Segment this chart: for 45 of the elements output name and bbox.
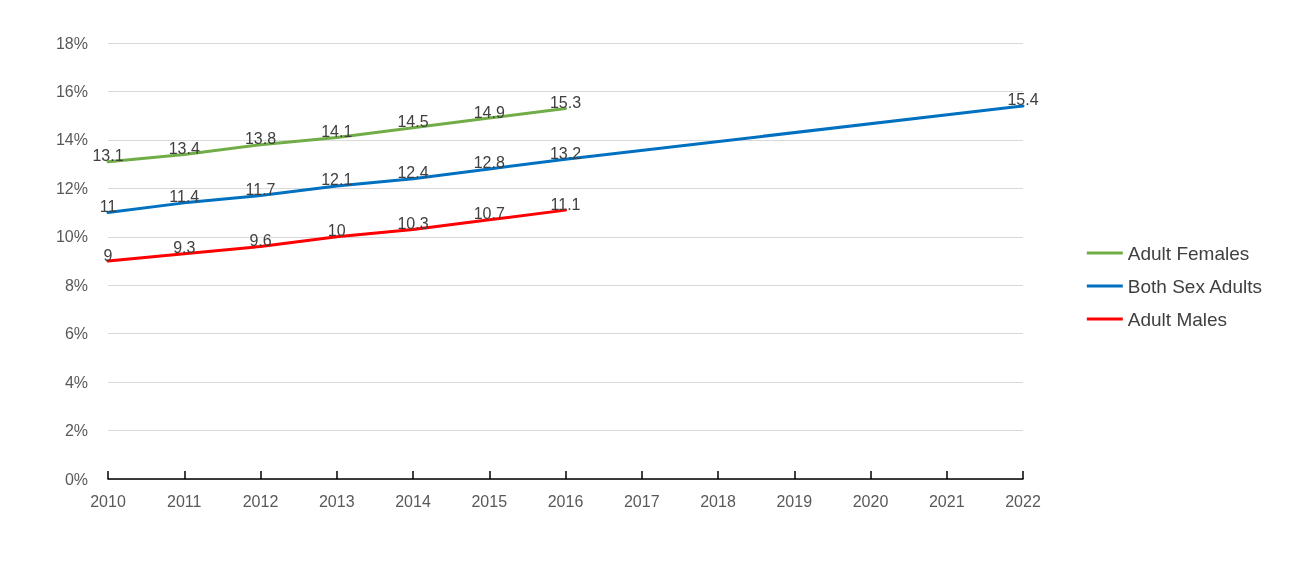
- x-tick-label: 2014: [395, 492, 431, 510]
- x-tick-label: 2015: [471, 492, 508, 510]
- data-label: 11.1: [550, 195, 581, 213]
- x-tick-label: 2021: [928, 492, 965, 510]
- data-label: 13.4: [168, 139, 200, 157]
- data-label: 15.3: [549, 93, 582, 111]
- data-label: 12.1: [321, 171, 353, 189]
- data-label: 15.4: [1007, 91, 1039, 109]
- legend-label: Adult Females: [1127, 242, 1250, 264]
- data-label: 13.2: [549, 144, 582, 162]
- y-tick-label: 16%: [55, 82, 88, 100]
- data-label: 12.4: [397, 164, 429, 182]
- y-tick-label: 10%: [55, 228, 88, 246]
- legend-label: Adult Males: [1127, 308, 1228, 330]
- data-label: 9.6: [249, 231, 272, 249]
- x-tick-label: 2017: [623, 492, 660, 510]
- data-label: 11.7: [245, 181, 276, 199]
- y-tick-label: 8%: [64, 276, 88, 294]
- x-tick-label: 2012: [242, 492, 279, 510]
- data-label: 10.3: [397, 215, 429, 233]
- data-label: 14.1: [321, 122, 353, 140]
- x-tick-label: 2016: [547, 492, 584, 510]
- y-tick-label: 12%: [55, 179, 88, 197]
- data-label: 9: [103, 246, 113, 264]
- y-tick-label: 14%: [55, 131, 88, 149]
- x-tick-label: 2019: [776, 492, 813, 510]
- y-tick-label: 4%: [64, 373, 88, 391]
- x-tick-label: 2011: [167, 492, 202, 510]
- data-label: 14.9: [473, 103, 505, 121]
- data-label: 14.5: [397, 113, 429, 131]
- x-tick-label: 2013: [318, 492, 355, 510]
- y-tick-label: 2%: [64, 422, 88, 440]
- data-label: 12.8: [473, 154, 505, 172]
- data-label: 13.8: [244, 130, 277, 148]
- x-tick-label: 2020: [852, 492, 889, 510]
- data-label: 11.4: [169, 188, 200, 206]
- y-tick-label: 0%: [64, 470, 88, 488]
- data-label: 13.1: [92, 147, 124, 165]
- x-tick-label: 2010: [90, 492, 126, 510]
- x-tick-label: 2022: [1005, 492, 1041, 510]
- legend-label: Both Sex Adults: [1127, 275, 1262, 297]
- y-tick-label: 18%: [55, 34, 88, 52]
- x-tick-label: 2018: [700, 492, 736, 510]
- data-label: 11: [99, 198, 117, 216]
- y-tick-label: 6%: [64, 325, 88, 343]
